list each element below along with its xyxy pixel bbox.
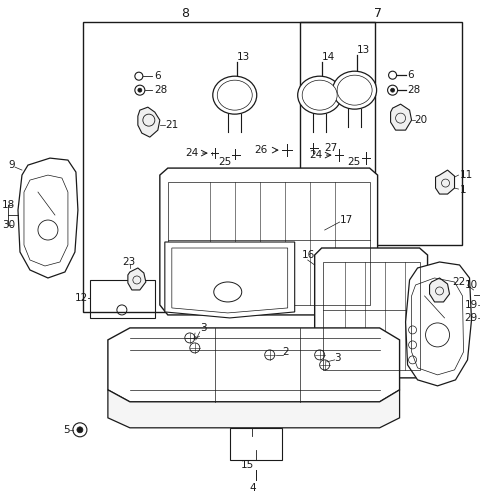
Text: 23: 23	[122, 257, 135, 267]
Text: 4: 4	[250, 483, 256, 493]
Ellipse shape	[302, 80, 337, 110]
Text: 28: 28	[154, 85, 167, 95]
Ellipse shape	[214, 282, 242, 302]
Ellipse shape	[217, 80, 252, 110]
Circle shape	[138, 88, 142, 92]
Ellipse shape	[333, 71, 377, 109]
Text: 6: 6	[154, 71, 160, 81]
Polygon shape	[315, 248, 428, 378]
Text: 19: 19	[465, 300, 478, 310]
Text: 12: 12	[75, 293, 88, 303]
Text: 25: 25	[348, 157, 361, 167]
Text: 24: 24	[185, 148, 198, 158]
Circle shape	[391, 88, 395, 92]
Text: 18: 18	[2, 200, 15, 210]
Polygon shape	[435, 170, 455, 194]
Text: 13: 13	[357, 45, 370, 55]
Text: 6: 6	[408, 70, 414, 80]
Bar	[230, 428, 282, 460]
Circle shape	[77, 427, 83, 433]
Text: 17: 17	[340, 215, 353, 225]
Text: 3: 3	[335, 353, 341, 363]
Text: 11: 11	[459, 170, 473, 180]
Ellipse shape	[337, 75, 372, 105]
Text: 30: 30	[2, 220, 15, 230]
Text: 2: 2	[283, 347, 289, 357]
Text: 5: 5	[63, 425, 70, 435]
Text: 1: 1	[459, 185, 466, 195]
Text: 10: 10	[465, 280, 478, 290]
Text: 22: 22	[453, 277, 466, 287]
Polygon shape	[18, 158, 78, 278]
Polygon shape	[160, 168, 378, 315]
Text: 28: 28	[408, 85, 421, 95]
Text: 15: 15	[241, 460, 254, 470]
Bar	[90, 280, 155, 318]
Text: 9: 9	[8, 160, 14, 170]
Ellipse shape	[298, 76, 342, 114]
Polygon shape	[406, 262, 471, 386]
Bar	[300, 22, 461, 245]
Polygon shape	[138, 107, 160, 137]
Bar	[83, 22, 374, 312]
Text: 29: 29	[465, 313, 478, 323]
Text: 25: 25	[218, 157, 231, 167]
Polygon shape	[430, 278, 450, 302]
Polygon shape	[108, 390, 399, 428]
Polygon shape	[128, 268, 146, 290]
Text: 27: 27	[324, 143, 338, 153]
Polygon shape	[165, 242, 295, 318]
Text: 24: 24	[310, 150, 323, 160]
Text: 16: 16	[302, 250, 315, 260]
Text: 8: 8	[181, 7, 189, 20]
Ellipse shape	[213, 76, 257, 114]
Polygon shape	[108, 328, 399, 402]
Text: 26: 26	[254, 145, 268, 155]
Polygon shape	[391, 104, 411, 130]
Text: 14: 14	[322, 52, 335, 62]
Text: 7: 7	[373, 7, 382, 20]
Text: 21: 21	[165, 120, 178, 130]
Text: 13: 13	[237, 52, 250, 62]
Text: 3: 3	[200, 323, 206, 333]
Text: 20: 20	[415, 115, 428, 125]
